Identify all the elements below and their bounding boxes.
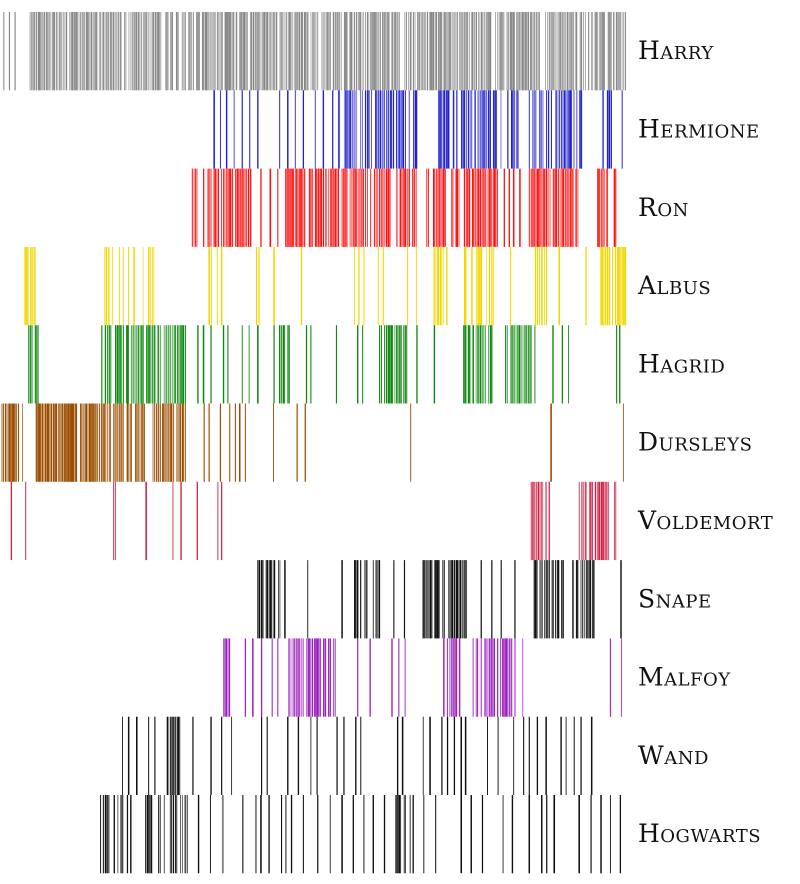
label-ron: Ron — [638, 193, 689, 222]
row-albus: Albus — [24, 246, 711, 326]
row-malfoy: Malfoy — [223, 638, 731, 717]
row-voldemort: Voldemort — [10, 481, 773, 561]
label-wand: Wand — [638, 741, 709, 770]
label-dursleys: Dursleys — [638, 428, 752, 457]
label-voldemort: Voldemort — [637, 506, 773, 535]
row-snape: Snape — [257, 560, 712, 639]
row-hogwarts: Hogwarts — [100, 795, 761, 874]
row-ron: Ron — [191, 168, 689, 247]
label-malfoy: Malfoy — [638, 663, 731, 692]
row-hagrid: Hagrid — [28, 325, 725, 404]
row-wand: Wand — [121, 716, 709, 795]
label-harry: Harry — [638, 36, 714, 65]
label-albus: Albus — [637, 271, 711, 300]
row-hermione: Hermione — [213, 90, 760, 169]
label-hogwarts: Hogwarts — [638, 819, 761, 848]
row-dursleys: Dursleys — [1, 403, 752, 482]
label-hermione: Hermione — [638, 114, 760, 143]
label-snape: Snape — [638, 584, 712, 613]
row-harry: Harry — [3, 12, 714, 91]
label-hagrid: Hagrid — [638, 349, 725, 378]
